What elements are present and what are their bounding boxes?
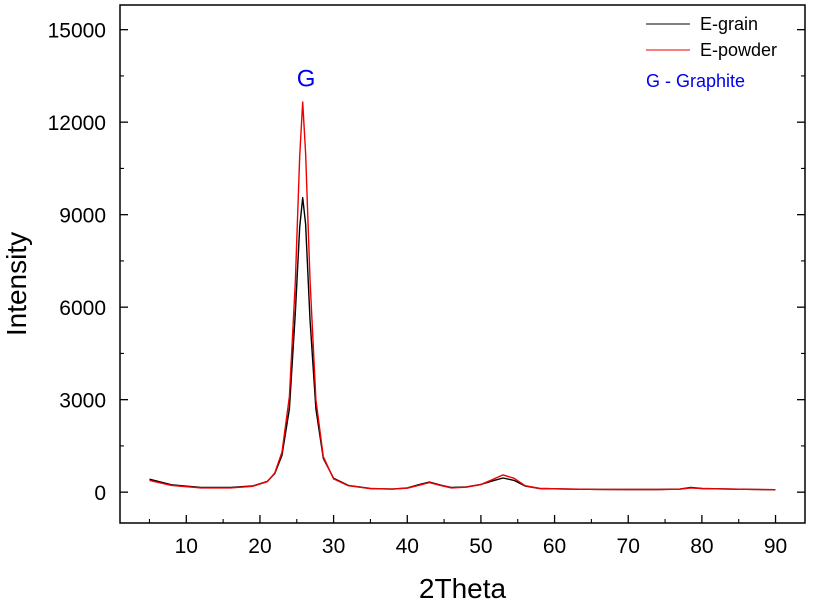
legend: E-grain E-powder G - Graphite: [646, 14, 777, 91]
x-tick-label: 40: [396, 535, 419, 558]
series-line-e-grain: [149, 197, 776, 491]
legend-label-e-grain: E-grain: [700, 14, 758, 34]
series-layer: [149, 101, 776, 491]
series-line-e-powder: [149, 101, 776, 491]
x-tick-labels: 10 20 30 40 50 60 70 80 90: [175, 535, 788, 558]
x-tick-label: 60: [543, 535, 566, 558]
y-tick-label: 9000: [59, 205, 106, 228]
x-tick-label: 50: [469, 535, 492, 558]
y-tick-label: 15000: [48, 20, 106, 43]
x-tick-label: 80: [690, 535, 713, 558]
legend-label-e-powder: E-powder: [700, 40, 777, 60]
legend-note-graphite: G - Graphite: [646, 71, 745, 91]
x-tick-label: 90: [764, 535, 787, 558]
y-tick-labels: 0 3000 6000 9000 12000 15000: [48, 20, 106, 505]
x-tick-label: 30: [322, 535, 345, 558]
x-axis-title: 2Theta: [419, 573, 507, 604]
y-tick-label: 0: [94, 482, 106, 505]
x-tick-label: 70: [617, 535, 640, 558]
x-tick-label: 20: [248, 535, 271, 558]
y-axis-title: Intensity: [1, 232, 32, 336]
plot-frame: [119, 4, 806, 524]
axis-ticks: [120, 29, 805, 523]
peak-annotation-g: G: [297, 65, 316, 92]
y-tick-label: 6000: [59, 297, 106, 320]
y-tick-label: 12000: [48, 112, 106, 135]
y-tick-label: 3000: [59, 390, 106, 413]
x-tick-label: 10: [175, 535, 198, 558]
